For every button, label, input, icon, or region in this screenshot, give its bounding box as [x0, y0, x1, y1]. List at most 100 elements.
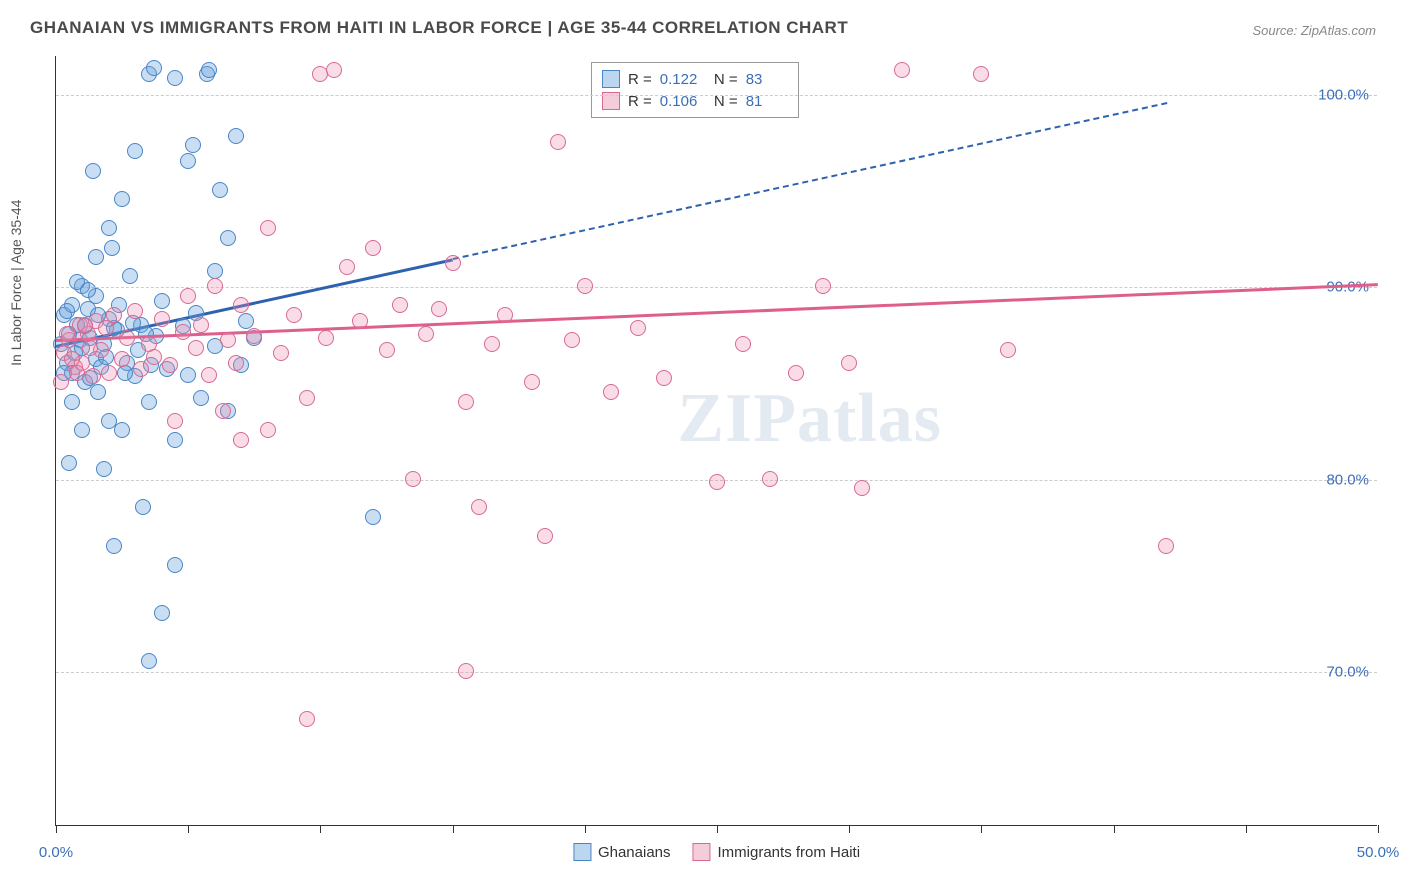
- data-point: [1158, 538, 1174, 554]
- data-point: [537, 528, 553, 544]
- data-point: [458, 663, 474, 679]
- data-point: [188, 340, 204, 356]
- data-point: [90, 384, 106, 400]
- data-point: [735, 336, 751, 352]
- data-point: [260, 220, 276, 236]
- legend-swatch: [602, 70, 620, 88]
- data-point: [85, 163, 101, 179]
- data-point: [180, 367, 196, 383]
- x-tick: [56, 825, 57, 833]
- data-point: [212, 182, 228, 198]
- data-point: [630, 320, 646, 336]
- data-point: [524, 374, 540, 390]
- x-tick: [981, 825, 982, 833]
- data-point: [973, 66, 989, 82]
- data-point: [59, 326, 75, 342]
- legend-swatch: [693, 843, 711, 861]
- y-tick-label: 100.0%: [1318, 86, 1369, 103]
- data-point: [1000, 342, 1016, 358]
- gridline: [56, 672, 1377, 673]
- stats-row: R = 0.106 N = 81: [602, 90, 788, 112]
- data-point: [114, 191, 130, 207]
- data-point: [365, 509, 381, 525]
- data-point: [471, 499, 487, 515]
- data-point: [201, 62, 217, 78]
- data-point: [167, 557, 183, 573]
- data-point: [445, 255, 461, 271]
- data-point: [815, 278, 831, 294]
- data-point: [458, 394, 474, 410]
- data-point: [339, 259, 355, 275]
- data-point: [246, 328, 262, 344]
- data-point: [233, 297, 249, 313]
- stat-n-label: N =: [710, 71, 738, 88]
- data-point: [141, 653, 157, 669]
- data-point: [114, 351, 130, 367]
- data-point: [577, 278, 593, 294]
- data-point: [603, 384, 619, 400]
- data-point: [286, 307, 302, 323]
- x-tick: [1246, 825, 1247, 833]
- data-point: [709, 474, 725, 490]
- trend-line: [452, 102, 1166, 260]
- data-point: [233, 432, 249, 448]
- data-point: [167, 70, 183, 86]
- data-point: [119, 330, 135, 346]
- data-point: [82, 340, 98, 356]
- data-point: [69, 365, 85, 381]
- x-tick: [188, 825, 189, 833]
- legend-label: Ghanaians: [598, 844, 671, 861]
- data-point: [101, 220, 117, 236]
- data-point: [228, 128, 244, 144]
- data-point: [564, 332, 580, 348]
- data-point: [106, 538, 122, 554]
- x-tick: [849, 825, 850, 833]
- stat-n-value: 83: [746, 71, 788, 88]
- x-tick-label: 50.0%: [1357, 844, 1400, 861]
- data-point: [114, 422, 130, 438]
- data-point: [260, 422, 276, 438]
- stat-r-value: 0.122: [660, 71, 702, 88]
- data-point: [64, 394, 80, 410]
- data-point: [201, 367, 217, 383]
- data-point: [193, 390, 209, 406]
- data-point: [207, 263, 223, 279]
- data-point: [69, 274, 85, 290]
- data-point: [299, 711, 315, 727]
- data-point: [392, 297, 408, 313]
- data-point: [431, 301, 447, 317]
- data-point: [418, 326, 434, 342]
- data-point: [101, 365, 117, 381]
- x-tick-label: 0.0%: [39, 844, 73, 861]
- data-point: [154, 311, 170, 327]
- gridline: [56, 95, 1377, 96]
- data-point: [220, 230, 236, 246]
- data-point: [854, 480, 870, 496]
- data-point: [85, 368, 101, 384]
- data-point: [167, 413, 183, 429]
- stats-row: R = 0.122 N = 83: [602, 68, 788, 90]
- data-point: [146, 60, 162, 76]
- data-point: [74, 422, 90, 438]
- data-point: [61, 455, 77, 471]
- header: GHANAIAN VS IMMIGRANTS FROM HAITI IN LAB…: [0, 0, 1406, 46]
- x-tick: [1114, 825, 1115, 833]
- data-point: [127, 303, 143, 319]
- data-point: [299, 390, 315, 406]
- data-point: [180, 153, 196, 169]
- watermark: ZIPatlas: [677, 379, 942, 459]
- data-point: [894, 62, 910, 78]
- legend-item: Ghanaians: [573, 843, 671, 861]
- y-tick-label: 70.0%: [1326, 664, 1369, 681]
- data-point: [365, 240, 381, 256]
- data-point: [185, 137, 201, 153]
- data-point: [238, 313, 254, 329]
- data-point: [326, 62, 342, 78]
- y-tick-label: 80.0%: [1326, 471, 1369, 488]
- chart-title: GHANAIAN VS IMMIGRANTS FROM HAITI IN LAB…: [30, 18, 848, 38]
- data-point: [273, 345, 289, 361]
- data-point: [167, 432, 183, 448]
- data-point: [180, 288, 196, 304]
- x-tick: [453, 825, 454, 833]
- y-axis-label: In Labor Force | Age 35-44: [8, 199, 24, 365]
